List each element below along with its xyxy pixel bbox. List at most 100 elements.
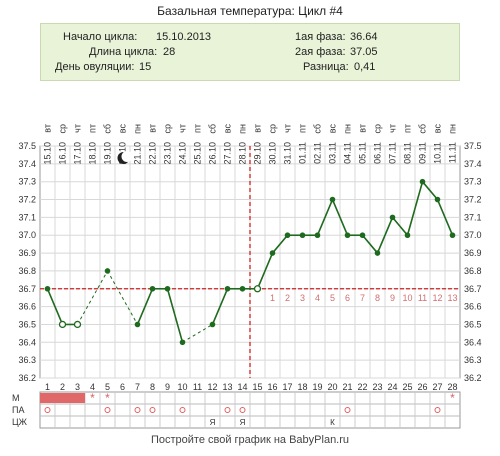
temperature-gap-segment bbox=[107, 270, 138, 325]
y-tick-label-right: 37.3 bbox=[464, 177, 482, 187]
y-tick-label-right: 36.9 bbox=[464, 248, 482, 258]
row-label-2: ЦЖ bbox=[12, 417, 28, 427]
y-tick-label-left: 37.5 bbox=[18, 141, 36, 151]
x-tick-label: 6 bbox=[120, 382, 125, 392]
x-tick-label: 28 bbox=[447, 382, 457, 392]
weekday-label: вт bbox=[43, 124, 53, 133]
x-tick-label: 2 bbox=[60, 382, 65, 392]
y-tick-label-left: 37.1 bbox=[18, 212, 36, 222]
weekday-label: ср bbox=[268, 124, 278, 134]
menstruation-cell bbox=[55, 393, 70, 403]
temperature-segment bbox=[331, 199, 349, 236]
x-tick-label: 1 bbox=[45, 382, 50, 392]
temperature-point bbox=[329, 196, 336, 203]
post-ovulation-day-number: 4 bbox=[315, 293, 320, 303]
y-tick-label-right: 36.7 bbox=[464, 284, 482, 294]
pa-circle-mark bbox=[44, 407, 51, 413]
date-label: 03.11 bbox=[328, 142, 338, 164]
weekday-label: пн bbox=[238, 124, 248, 134]
temperature-segment bbox=[316, 199, 334, 236]
pa-circle-mark bbox=[224, 407, 231, 413]
temperature-point bbox=[344, 232, 351, 239]
pa-circle-mark bbox=[344, 407, 351, 413]
y-tick-label-left: 36.9 bbox=[18, 248, 36, 258]
temperature-point bbox=[299, 232, 306, 239]
footer-link-text[interactable]: Постройте свой график на BabyPlan.ru bbox=[150, 434, 350, 446]
cycle-length-value: 28 bbox=[163, 46, 176, 58]
temperature-point bbox=[179, 339, 186, 346]
x-tick-label: 10 bbox=[177, 382, 187, 392]
date-label: 05.11 bbox=[358, 142, 368, 164]
date-label: 10.11 bbox=[433, 142, 443, 164]
y-tick-label-right: 36.5 bbox=[464, 319, 482, 329]
temperature-point bbox=[389, 214, 396, 221]
temperature-segment bbox=[421, 181, 439, 201]
phase2-label: 2ая фаза: bbox=[295, 46, 346, 58]
weekday-label: пт bbox=[88, 124, 98, 133]
weekday-label: пт bbox=[193, 124, 203, 133]
post-ovulation-day-number: 2 bbox=[285, 293, 290, 303]
date-label: 06.11 bbox=[373, 142, 383, 164]
temperature-point bbox=[239, 285, 246, 292]
temperature-point bbox=[209, 321, 216, 328]
crescent-moon-icon-cutout bbox=[121, 151, 133, 162]
temperature-segment bbox=[256, 252, 274, 290]
y-tick-label-right: 36.8 bbox=[464, 266, 482, 276]
date-label: 08.11 bbox=[403, 142, 413, 164]
temperature-point-open bbox=[58, 320, 67, 329]
y-tick-label-left: 36.4 bbox=[18, 337, 36, 347]
y-tick-label-right: 36.6 bbox=[464, 302, 482, 312]
temperature-point bbox=[224, 285, 231, 292]
x-tick-label: 14 bbox=[237, 382, 247, 392]
row-label-0: М bbox=[12, 393, 20, 403]
y-tick-label-left: 36.6 bbox=[18, 302, 36, 312]
post-ovulation-day-number: 5 bbox=[330, 293, 335, 303]
x-tick-label: 11 bbox=[193, 382, 202, 392]
weekday-label: вт bbox=[253, 124, 263, 133]
weekday-label: вт bbox=[148, 124, 158, 133]
weekday-label: сб bbox=[103, 124, 113, 134]
weekday-label: вс bbox=[328, 124, 338, 134]
date-label: 29.10 bbox=[253, 142, 263, 165]
temperature-segment bbox=[391, 216, 409, 236]
temperature-segment bbox=[136, 288, 154, 325]
y-tick-label-right: 36.2 bbox=[464, 373, 482, 383]
temperature-point bbox=[149, 285, 156, 292]
weekday-label: чт bbox=[178, 124, 188, 133]
y-tick-label-right: 37.0 bbox=[464, 230, 482, 240]
weekday-label: ср bbox=[163, 124, 173, 134]
menstruation-cell bbox=[70, 393, 85, 403]
y-tick-label-left: 37.2 bbox=[18, 195, 36, 205]
date-label: 24.10 bbox=[178, 142, 188, 165]
date-label: 09.11 bbox=[418, 142, 428, 164]
cycle-start-label: Начало цикла: bbox=[63, 31, 138, 43]
weekday-label: чт bbox=[283, 124, 293, 133]
ovulation-day-label: День овуляции: bbox=[55, 61, 135, 73]
weekday-label: пн bbox=[343, 124, 353, 134]
x-tick-label: 27 bbox=[432, 382, 442, 392]
row-label-1: ПА bbox=[12, 405, 24, 415]
y-tick-label-left: 36.8 bbox=[18, 266, 36, 276]
date-label: 15.10 bbox=[43, 142, 53, 165]
weekday-label: ср bbox=[373, 124, 383, 134]
weekday-label: вт bbox=[358, 124, 368, 133]
post-ovulation-day-number: 10 bbox=[402, 293, 412, 303]
date-label: 30.10 bbox=[268, 142, 278, 165]
weekday-label: вс bbox=[118, 124, 128, 134]
date-label: 07.11 bbox=[388, 142, 398, 164]
x-tick-label: 26 bbox=[417, 382, 427, 392]
temperature-point bbox=[44, 285, 51, 292]
temperature-point-open bbox=[253, 285, 262, 293]
y-tick-label-right: 36.3 bbox=[464, 355, 482, 365]
cycle-info-panel: Начало цикла: 15.10.2013 Длина цикла: 28… bbox=[40, 23, 460, 81]
date-label: 11.11 bbox=[448, 142, 458, 163]
menstruation-cell bbox=[40, 393, 55, 403]
x-tick-label: 5 bbox=[105, 382, 110, 392]
temperature-point bbox=[269, 250, 276, 256]
post-ovulation-day-number: 7 bbox=[360, 293, 365, 303]
temperature-segment bbox=[46, 288, 64, 325]
m-star-mark: * bbox=[105, 391, 110, 405]
date-label: 18.10 bbox=[88, 142, 98, 165]
temperature-point bbox=[374, 250, 381, 256]
